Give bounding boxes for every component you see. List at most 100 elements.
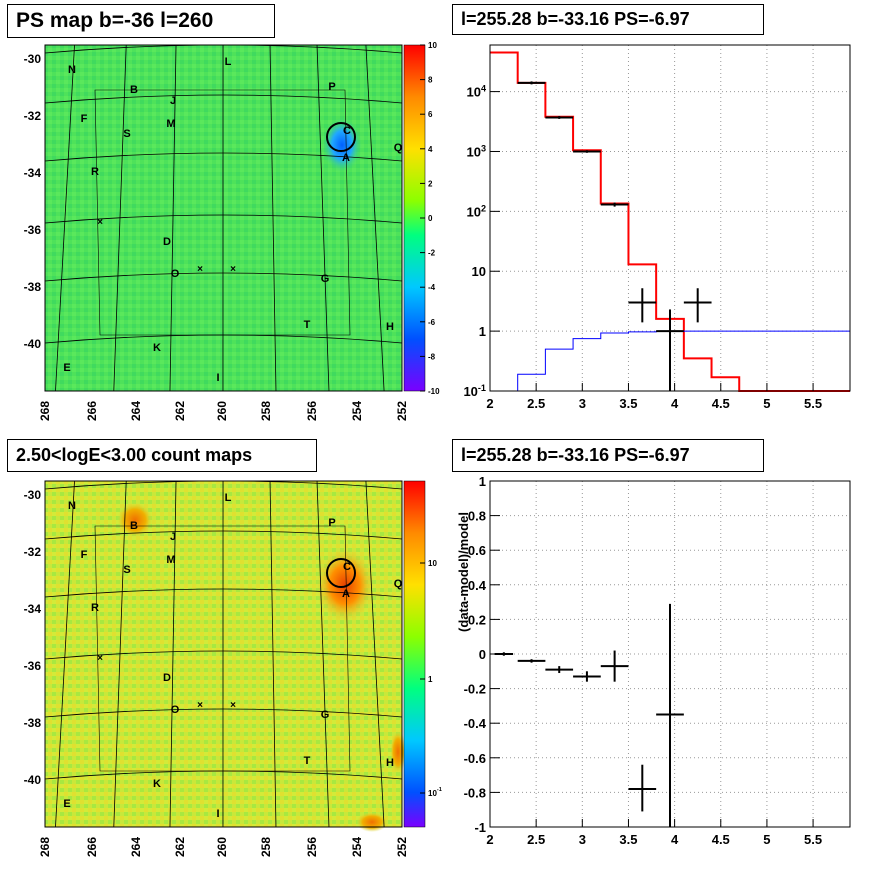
ps-map-top: 10 8 6 4 2 0 -2 -4 -6 -8 -10 -30 -32 -34 -36 -38 -40 26… <box>24 41 440 421</box>
map-x-tick-label: 268 <box>38 401 52 421</box>
map-source-label: N <box>68 64 76 76</box>
map-source-label: H <box>386 757 394 769</box>
map-grid-longitude <box>316 480 330 828</box>
map-top-grid <box>44 44 403 392</box>
colorbar-tick-label: 10 <box>428 41 437 50</box>
residual-x-tick-label: 2 <box>486 832 493 847</box>
map-source-marker: × <box>230 700 236 711</box>
map-grid-latitude <box>44 530 403 540</box>
map-source-label: S <box>123 564 130 576</box>
map-source-marker: × <box>97 653 103 664</box>
map-source-label: H <box>386 321 394 333</box>
map-source-label: O <box>171 704 180 716</box>
spectrum-y-tick-label: 104 <box>466 84 486 100</box>
map-grid-latitude <box>44 650 403 660</box>
map-source-label: D <box>163 236 171 248</box>
map-y-tick-label: -36 <box>24 659 42 673</box>
spectrum-y-tick-label: 1 <box>479 324 486 339</box>
map-source-label: F <box>81 549 88 561</box>
map-top-x-ticks: 268 266 264 262 260 258 256 254 252 <box>38 401 409 421</box>
residual-x-tick-label: 2.5 <box>527 832 545 847</box>
map-top-blue-spot <box>322 117 362 173</box>
map-grid-longitude <box>55 44 75 392</box>
colorbar-tick-label: -10 <box>428 387 440 396</box>
residual-y-tick-label: -0.2 <box>464 682 486 697</box>
map-bottom-orange-spot <box>117 502 153 538</box>
colorbar-bottom <box>403 480 426 828</box>
map-bottom-x-ticks: 268 266 264 262 260 258 256 254 252 <box>38 837 409 857</box>
residual-x-tick-label: 3 <box>579 832 586 847</box>
map-grid-longitude <box>365 44 385 392</box>
map-x-tick-label: 264 <box>129 837 143 857</box>
map-bottom-frame <box>44 480 403 828</box>
residual-y-axis-label: (data-model)/model <box>456 512 471 632</box>
map-source-label: K <box>153 342 161 354</box>
map-y-tick-label: -36 <box>24 223 42 237</box>
residual-y-tick-label: -0.6 <box>464 751 486 766</box>
map-source-label: G <box>321 709 330 721</box>
map-source-label: E <box>63 798 70 810</box>
spectrum-data-point <box>573 150 601 153</box>
map-source-label: G <box>321 273 330 285</box>
colorbar-tick-label: 10-1 <box>428 787 442 798</box>
map-x-tick-label: 252 <box>395 401 409 421</box>
map-grid-latitude <box>44 152 403 162</box>
residual-y-tick-label: -0.8 <box>464 785 486 800</box>
colorbar-tick-label: 10 <box>428 559 437 568</box>
spectrum-data-point <box>545 116 574 119</box>
map-grid-longitude <box>113 480 127 828</box>
spectrum-x-tick-label: 2 <box>486 396 493 411</box>
map-y-tick-label: -38 <box>24 280 42 294</box>
map-source-marker: × <box>197 264 203 275</box>
residual-data-point <box>656 603 684 827</box>
residual-plot: 2 2.5 3 3.5 4 4.5 5 5.5 -1 -0.8 -0.6 -0.4 -0.2 0 0.2 0… <box>456 474 851 847</box>
map-y-tick-label: -38 <box>24 716 42 730</box>
map-source-label: A <box>342 152 350 164</box>
map-y-tick-label: -40 <box>24 337 42 351</box>
residual-data-point <box>600 650 629 682</box>
colorbar-tick-label: 6 <box>428 110 433 119</box>
map-top-heatmap <box>45 45 402 391</box>
map-source-label: M <box>166 554 175 566</box>
map-source-marker: × <box>97 217 103 228</box>
map-source-label: M <box>166 118 175 130</box>
spectrum-y-tick-label: 10-1 <box>463 383 486 399</box>
spectrum-plot: 2 2.5 3 3.5 4 4.5 5 5.5 10-1 1 10 102 103 104 <box>463 44 851 411</box>
map-bottom-heatmap <box>45 481 402 827</box>
map-y-tick-label: -32 <box>24 545 42 559</box>
map-source-label: O <box>171 268 180 280</box>
map-source-label: K <box>153 778 161 790</box>
residual-x-tick-label: 4 <box>671 832 679 847</box>
residual-x-tick-label: 5.5 <box>804 832 822 847</box>
residual-data-points <box>494 603 684 827</box>
map-source-label: L <box>225 56 232 68</box>
map-x-tick-label: 258 <box>259 837 273 857</box>
spectrum-title: l=255.28 b=-33.16 PS=-6.97 <box>452 4 764 35</box>
map-source-label: R <box>91 166 99 178</box>
map-x-tick-label: 256 <box>305 837 319 857</box>
residual-y-tick-label: 0.8 <box>468 509 486 524</box>
map-grid-longitude <box>365 480 385 828</box>
residual-y-tick-label: -0.4 <box>464 716 487 731</box>
spectrum-x-tick-label: 2.5 <box>527 396 545 411</box>
map-roi-outline <box>94 525 351 772</box>
map-x-tick-label: 254 <box>350 401 364 421</box>
map-source-label: E <box>63 362 70 374</box>
residual-data-point <box>573 671 601 682</box>
map-top-frame <box>44 44 403 392</box>
map-y-tick-label: -40 <box>24 773 42 787</box>
map-x-tick-label: 262 <box>173 401 187 421</box>
spectrum-y-tick-label: 103 <box>466 143 486 159</box>
residual-y-tick-label: 0.4 <box>468 578 487 593</box>
residual-data-point <box>545 666 574 674</box>
spectrum-data-point <box>628 288 657 323</box>
map-x-tick-label: 266 <box>85 837 99 857</box>
map-x-tick-label: 260 <box>215 837 229 857</box>
spectrum-x-ticks: 2 2.5 3 3.5 4 4.5 5 5.5 <box>486 383 822 411</box>
residual-y-tick-label: 0 <box>479 647 486 662</box>
map-source-label: S <box>123 128 130 140</box>
map-x-tick-label: 254 <box>350 837 364 857</box>
map-grid-longitude <box>55 480 75 828</box>
